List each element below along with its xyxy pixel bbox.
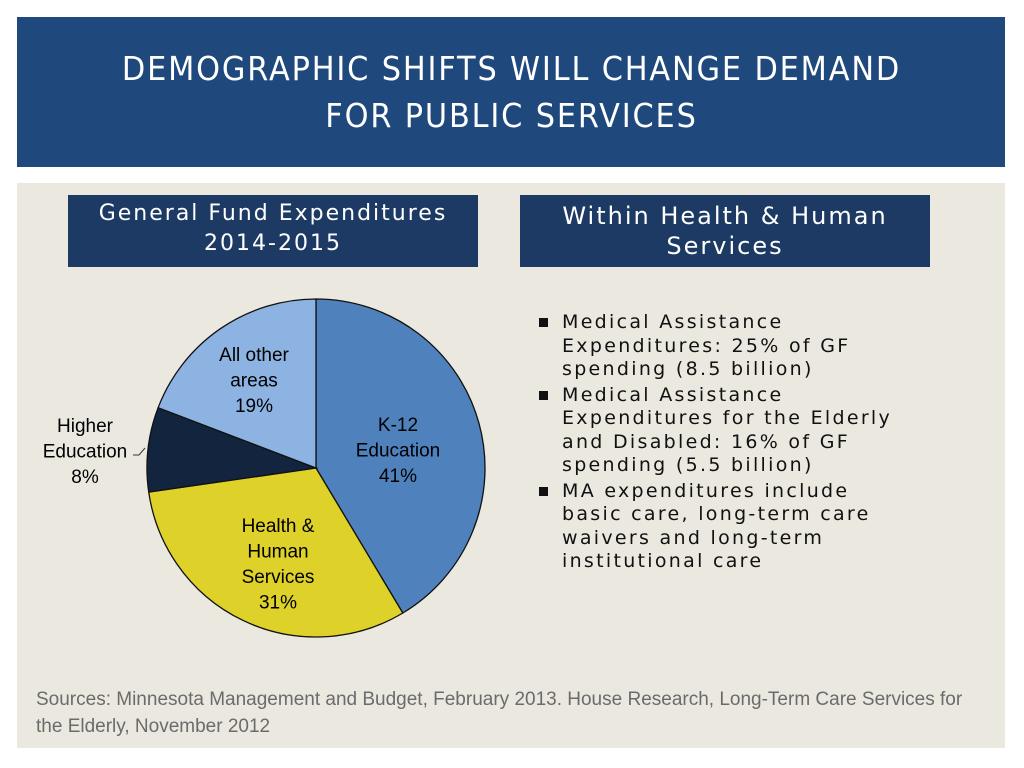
hhs-header-line-2: Services <box>666 232 784 260</box>
pie-chart-header-line-1: General Fund Expenditures <box>98 201 448 226</box>
pie-label-all-other-areas: All other areas 19% <box>219 345 289 417</box>
hhs-header-line-1: Within Health & Human <box>562 202 888 230</box>
slide-title: DEMOGRAPHIC SHIFTS WILL CHANGE DEMAND FO… <box>121 45 900 139</box>
pie-chart: K-12 Education 41% Health & Human Services 31%… <box>43 298 486 638</box>
square-bullet-icon <box>539 390 548 400</box>
slide-title-line-1: DEMOGRAPHIC SHIFTS WILL CHANGE DEMAND <box>121 49 901 88</box>
higher-education-leader-line <box>133 447 146 456</box>
pie-label-higher-education: Higher Education 8% <box>43 416 128 488</box>
bullet-item: Medical Assistance Expenditures for the … <box>537 384 917 478</box>
sources-note: Sources: Minnesota Management and Budget… <box>36 689 963 737</box>
slide-title-line-2: FOR PUBLIC SERVICES <box>324 96 698 135</box>
bullet-text: MA expenditures include basic care, long… <box>562 479 871 573</box>
title-bar: DEMOGRAPHIC SHIFTS WILL CHANGE DEMAND FO… <box>17 17 1005 167</box>
pie-slice-health-human-services <box>147 467 404 638</box>
bullet-text: Medical Assistance Expenditures: 25% of … <box>562 311 851 380</box>
bullet-text: Medical Assistance Expenditures for the … <box>562 383 893 477</box>
bullet-list: Medical Assistance Expenditures: 25% of … <box>537 311 917 576</box>
pie-chart-header: General Fund Expenditures 2014-2015 <box>68 195 478 267</box>
hhs-header: Within Health & Human Services <box>520 195 930 267</box>
bullet-item: Medical Assistance Expenditures: 25% of … <box>537 311 917 382</box>
bullet-item: MA expenditures include basic care, long… <box>537 480 917 574</box>
pie-label-health-human-services: Health & Human Services 31% <box>242 516 315 614</box>
square-bullet-icon <box>539 486 548 496</box>
pie-chart-header-line-2: 2014-2015 <box>204 231 342 256</box>
pie-slice-all-other-areas <box>157 298 317 469</box>
pie-slice-k-12-education <box>315 298 486 614</box>
pie-label-k-12-education: K-12 Education 41% <box>356 415 441 487</box>
content-area: General Fund Expenditures 2014-2015 With… <box>17 183 1005 748</box>
square-bullet-icon <box>539 318 548 327</box>
